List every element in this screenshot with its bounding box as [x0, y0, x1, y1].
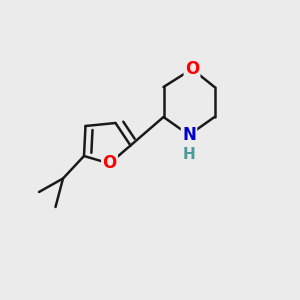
Text: N: N	[182, 126, 196, 144]
Text: O: O	[185, 60, 199, 78]
Text: H: H	[183, 147, 195, 162]
Text: O: O	[102, 154, 117, 172]
